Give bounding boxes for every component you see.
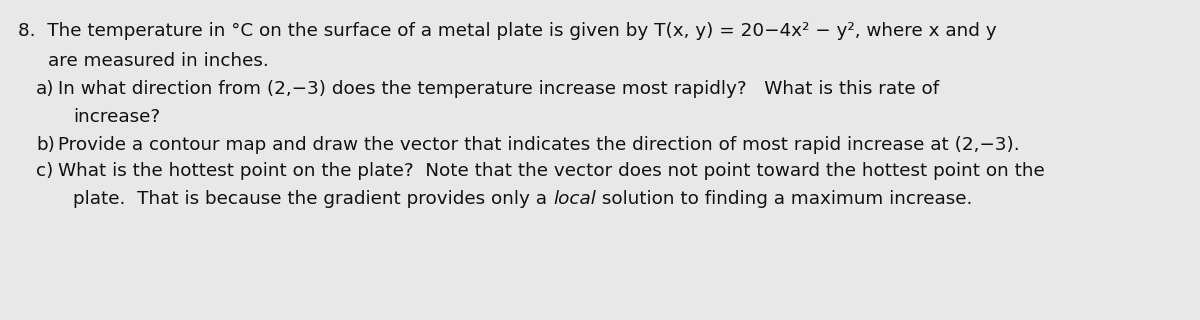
- Text: solution to finding a maximum increase.: solution to finding a maximum increase.: [595, 190, 972, 208]
- Text: What is the hottest point on the plate?  Note that the vector does not point tow: What is the hottest point on the plate? …: [58, 162, 1045, 180]
- Text: plate.  That is because the gradient provides only a: plate. That is because the gradient prov…: [73, 190, 553, 208]
- Text: b): b): [36, 136, 55, 154]
- Text: In what direction from (2,−3) does the temperature increase most rapidly?   What: In what direction from (2,−3) does the t…: [58, 80, 940, 98]
- Text: increase?: increase?: [73, 108, 160, 126]
- Text: 8.  The temperature in °C on the surface of a metal plate is given by T(x, y) = : 8. The temperature in °C on the surface …: [18, 22, 997, 40]
- Text: a): a): [36, 80, 54, 98]
- Text: local: local: [553, 190, 595, 208]
- Text: c): c): [36, 162, 53, 180]
- Text: Provide a contour map and draw the vector that indicates the direction of most r: Provide a contour map and draw the vecto…: [58, 136, 1020, 154]
- Text: are measured in inches.: are measured in inches.: [48, 52, 269, 70]
